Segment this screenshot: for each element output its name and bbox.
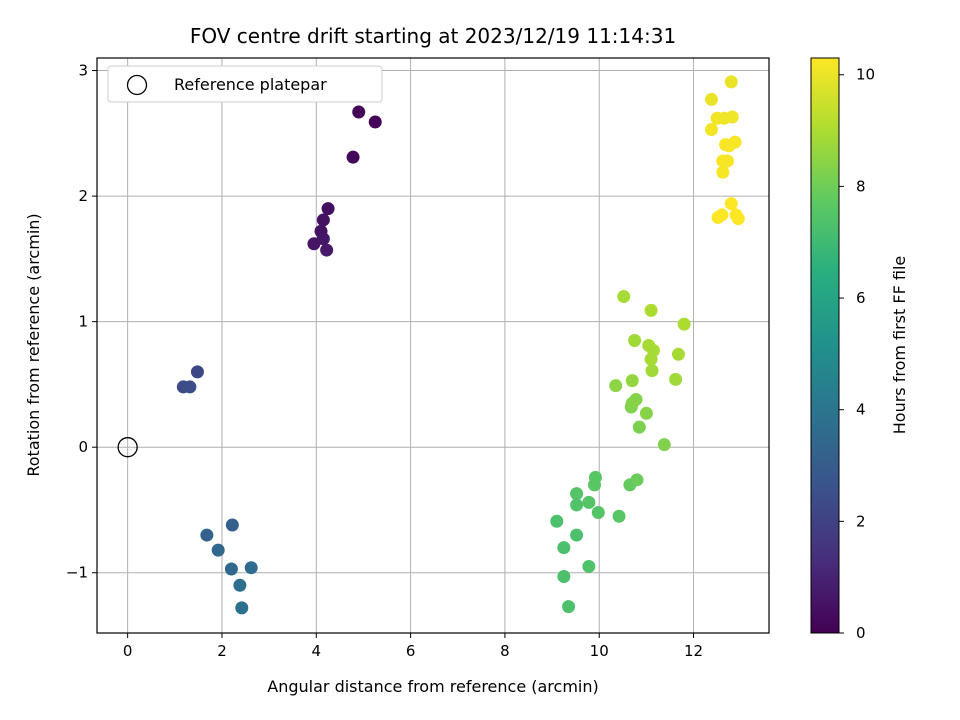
reference-point (117, 437, 138, 458)
data-point (657, 438, 671, 452)
data-point (307, 237, 321, 251)
data-point (225, 518, 239, 532)
data-point (721, 154, 735, 168)
plot-frame (96, 57, 770, 634)
data-point (570, 487, 584, 501)
data-point (200, 528, 214, 542)
data-point (731, 212, 745, 226)
colorbar-label: Hours from first FF file (890, 256, 909, 435)
data-point (711, 210, 725, 224)
data-point (588, 478, 602, 492)
legend-entry-label: Reference platepar (174, 75, 327, 94)
data-point (570, 528, 584, 542)
y-tick-label: 0 (78, 438, 88, 456)
y-tick-label: −1 (66, 564, 88, 582)
data-point (644, 303, 658, 317)
data-point (630, 473, 644, 487)
colorbar-tick-label: 2 (856, 512, 866, 530)
data-point (716, 165, 730, 179)
data-point (316, 213, 330, 227)
y-axis-label: Rotation from reference (arcmin) (24, 213, 43, 476)
data-point (244, 561, 258, 575)
data-point (609, 379, 623, 393)
colorbar-ticks: 0 2 4 6 8 10 (839, 66, 875, 642)
colorbar-gradient (810, 57, 840, 634)
colorbar: 0 2 4 6 8 10 Hours from first FF file (810, 57, 909, 642)
data-point (639, 406, 653, 420)
data-point (628, 333, 642, 347)
data-point (235, 601, 249, 615)
data-point (320, 243, 334, 257)
data-point (724, 197, 738, 211)
chart-title: FOV centre drift starting at 2023/12/19 … (190, 24, 676, 48)
data-point (725, 110, 739, 124)
data-point (704, 92, 718, 106)
grid (97, 58, 769, 633)
x-tick-label: 0 (123, 642, 133, 660)
x-axis-label: Angular distance from reference (arcmin) (267, 677, 598, 696)
colorbar-tick-label: 4 (856, 401, 866, 419)
colorbar-tick-label: 8 (856, 177, 866, 195)
data-point (352, 105, 366, 119)
data-point (629, 392, 643, 406)
data-point (190, 365, 204, 379)
colorbar-tick-label: 6 (856, 289, 866, 307)
data-point (321, 202, 335, 216)
data-point (211, 543, 225, 557)
data-point (346, 150, 360, 164)
x-tick-label: 4 (312, 642, 322, 660)
data-point (722, 139, 736, 153)
data-point (671, 347, 685, 361)
data-point (642, 339, 656, 352)
legend-reference-marker (126, 74, 148, 96)
legend: Reference platepar (107, 65, 383, 103)
legend-box (107, 65, 383, 103)
data-point (591, 505, 605, 519)
data-point (557, 570, 571, 584)
data-point (224, 562, 238, 576)
data-point (368, 115, 382, 129)
x-tick-label: 12 (684, 642, 703, 660)
data-point (562, 600, 576, 614)
data-point (724, 75, 738, 89)
data-point (612, 509, 626, 523)
data-point (704, 123, 718, 137)
data-point (632, 420, 646, 434)
data-point (570, 498, 584, 512)
x-tick-label: 2 (217, 642, 227, 660)
data-point (582, 559, 596, 573)
data-points (117, 75, 745, 615)
y-tick-label: 2 (78, 187, 88, 205)
data-point (677, 317, 691, 331)
colorbar-tick-label: 0 (856, 624, 866, 642)
data-point (550, 514, 564, 528)
data-point (625, 374, 639, 388)
data-point (617, 290, 631, 304)
data-point (183, 380, 197, 394)
y-tick-label: 3 (78, 62, 88, 80)
colorbar-tick-label: 10 (856, 66, 875, 84)
data-point (669, 372, 683, 386)
x-tick-label: 8 (500, 642, 510, 660)
data-point (582, 495, 596, 509)
data-point (557, 541, 571, 555)
data-point (645, 364, 659, 378)
x-tick-label: 6 (406, 642, 416, 660)
x-tick-label: 10 (590, 642, 609, 660)
data-point (233, 578, 247, 592)
y-tick-label: 1 (78, 313, 88, 331)
